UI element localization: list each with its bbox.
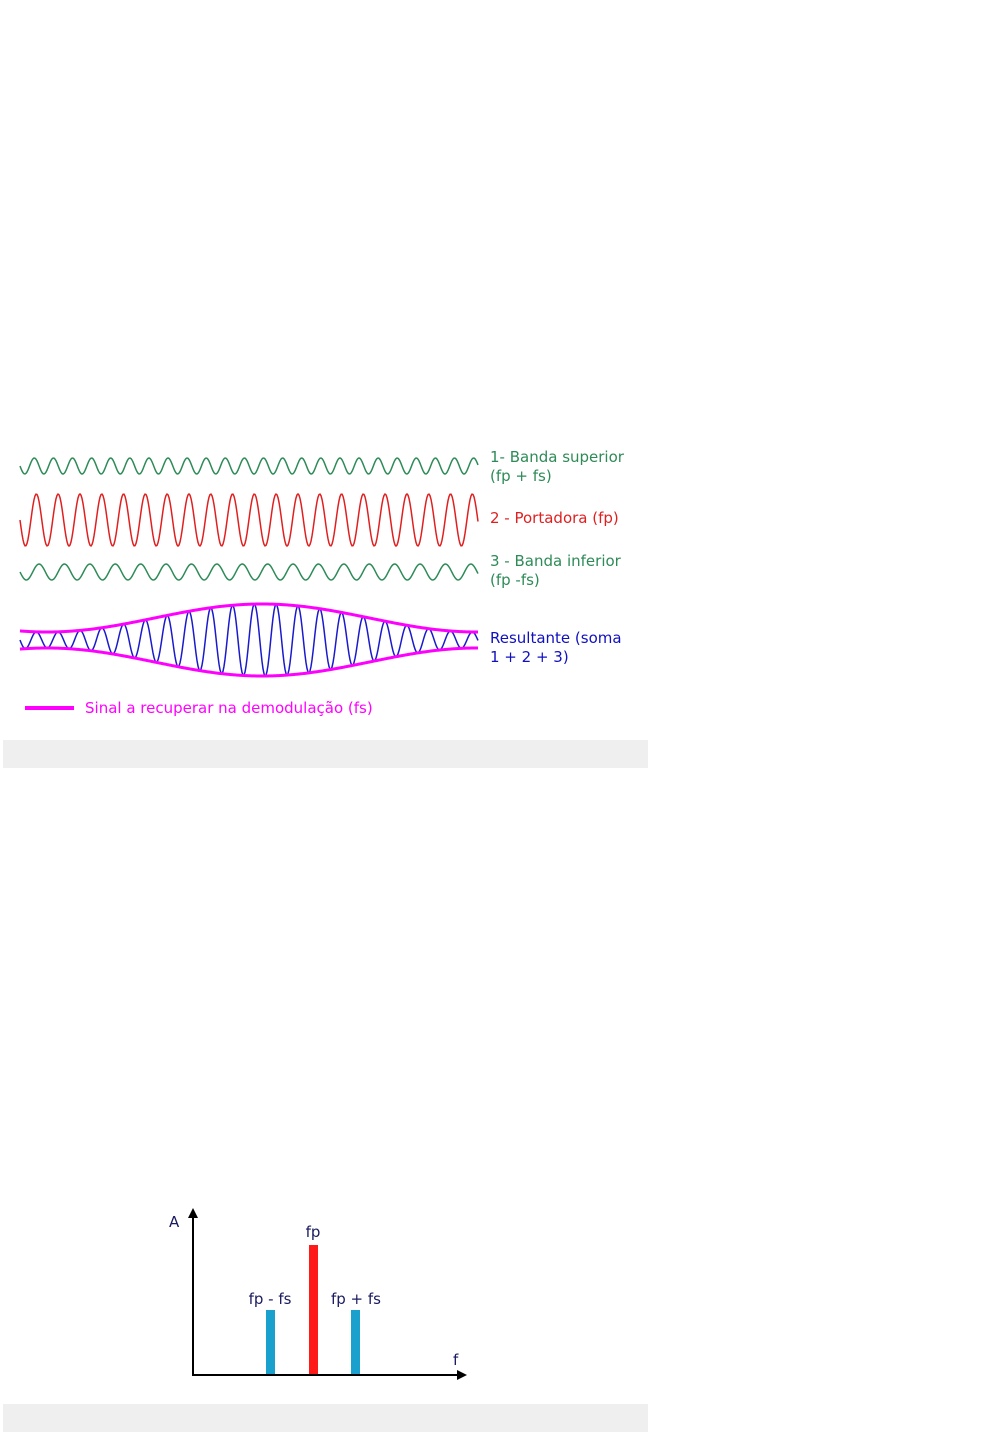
caption-bar xyxy=(3,1404,648,1432)
carrier-wave xyxy=(19,492,479,548)
result-label: 1 + 2 + 3) xyxy=(490,648,569,666)
sideband-bar xyxy=(351,1310,360,1374)
envelope xyxy=(19,646,478,678)
spectrum-diagram: A f fp - fs fp fp + fs xyxy=(169,1208,467,1380)
lower-band-wave xyxy=(19,563,479,581)
caption-bar xyxy=(3,740,648,768)
band-label: (fp + fs) xyxy=(490,467,552,485)
band-label: 3 - Banda inferior xyxy=(490,552,622,570)
sideband-bar xyxy=(266,1310,275,1374)
envelope xyxy=(19,602,478,634)
result-wave xyxy=(19,603,479,678)
x-axis-label: f xyxy=(453,1351,459,1369)
result-label: Resultante (soma xyxy=(490,629,622,647)
peak-label: fp - fs xyxy=(249,1290,292,1308)
upper-band-wave xyxy=(19,457,479,475)
legend-text: Sinal a recuperar na demodulação (fs) xyxy=(85,699,373,717)
carrier-bar xyxy=(309,1245,318,1374)
arrow xyxy=(457,1370,467,1380)
peak-label: fp xyxy=(306,1223,321,1241)
band-label: (fp -fs) xyxy=(490,571,540,589)
arrow xyxy=(188,1208,198,1218)
band-label: 1- Banda superior xyxy=(490,448,625,466)
y-axis-label: A xyxy=(169,1213,180,1231)
wave-diagram xyxy=(19,457,479,678)
peak-label: fp + fs xyxy=(331,1290,381,1308)
carrier-label: 2 - Portadora (fp) xyxy=(490,509,619,527)
